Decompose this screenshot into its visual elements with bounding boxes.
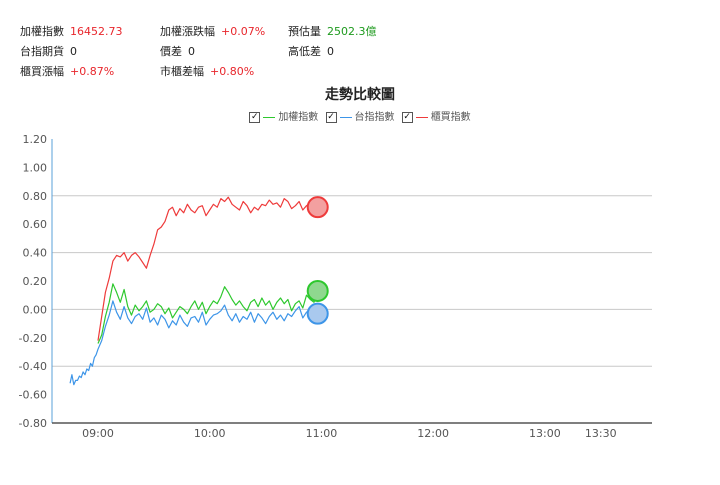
legend-swatch	[339, 116, 352, 118]
y-tick-label: 1.20	[23, 133, 48, 146]
info-volume: 預估量 2502.3億	[288, 25, 377, 39]
y-tick-label: 0.20	[23, 275, 48, 288]
high-low-value: 0	[327, 45, 334, 58]
checkbox-icon[interactable]: ✓	[325, 111, 337, 123]
otc-diff-label: 市櫃差幅	[160, 65, 204, 78]
high-low-label: 高低差	[288, 45, 321, 58]
legend-swatch	[263, 116, 276, 118]
legend-item-taiex[interactable]: ✓ 加權指數	[249, 108, 318, 123]
chart-title: 走勢比較圖	[325, 87, 395, 103]
legend-item-futures[interactable]: ✓ 台指指數	[325, 108, 395, 123]
info-futures: 台指期貨 0	[20, 45, 77, 59]
futures-value: 0	[70, 45, 77, 58]
info-spread: 價差 0	[160, 45, 195, 59]
x-tick-label: 12:00	[417, 427, 449, 440]
x-tick-label: 13:30	[585, 427, 617, 440]
taiex-change-label: 加權漲跌幅	[160, 25, 215, 38]
y-tick-label: 1.00	[23, 161, 48, 174]
legend-label: 台指指數	[354, 112, 395, 123]
info-high-low: 高低差 0	[288, 45, 334, 59]
checkbox-icon[interactable]: ✓	[401, 111, 413, 123]
series-endpoint-marker	[306, 302, 329, 325]
taiex-value: 16452.73	[70, 25, 123, 38]
legend-label: 加權指數	[278, 112, 319, 123]
y-tick-label: -0.80	[19, 417, 47, 430]
series-endpoint-marker	[306, 279, 329, 302]
spread-value: 0	[188, 45, 195, 58]
info-taiex-change: 加權漲跌幅 +0.07%	[160, 25, 265, 39]
y-tick-label: -0.20	[19, 332, 47, 345]
info-otc-change: 櫃買漲幅 +0.87%	[20, 65, 114, 79]
y-tick-label: -0.60	[19, 389, 47, 402]
volume-label: 預估量	[288, 25, 321, 38]
y-tick-label: 0.40	[23, 247, 48, 260]
spread-label: 價差	[160, 45, 182, 58]
taiex-change-value: +0.07%	[221, 25, 266, 38]
y-tick-label: -0.40	[19, 360, 47, 373]
legend-label: 櫃買指數	[430, 112, 471, 123]
y-tick-label: 0.80	[23, 190, 48, 203]
checkbox-icon[interactable]: ✓	[249, 111, 261, 123]
x-tick-label: 09:00	[82, 427, 114, 440]
otc-diff-value: +0.80%	[210, 65, 255, 78]
info-taiex: 加權指數 16452.73	[20, 25, 123, 39]
series-line-2	[97, 196, 318, 341]
series-line-0	[97, 283, 319, 344]
taiex-label: 加權指數	[20, 25, 64, 38]
x-tick-label: 13:00	[529, 427, 561, 440]
chart-legend: ✓ 加權指數 ✓ 台指指數 ✓ 櫃買指數	[0, 108, 720, 123]
x-tick-label: 11:00	[306, 427, 338, 440]
x-tick-label: 10:00	[194, 427, 226, 440]
info-otc-diff: 市櫃差幅 +0.80%	[160, 65, 254, 79]
series-line-1	[69, 300, 318, 386]
legend-item-otc[interactable]: ✓ 櫃買指數	[401, 108, 471, 123]
volume-value: 2502.3億	[327, 25, 377, 38]
otc-change-label: 櫃買漲幅	[20, 65, 64, 78]
legend-swatch	[415, 116, 428, 118]
otc-change-value: +0.87%	[70, 65, 115, 78]
y-tick-label: 0.60	[23, 218, 48, 231]
futures-label: 台指期貨	[20, 45, 64, 58]
y-tick-label: 0.00	[23, 303, 48, 316]
series-endpoint-marker	[306, 196, 329, 219]
